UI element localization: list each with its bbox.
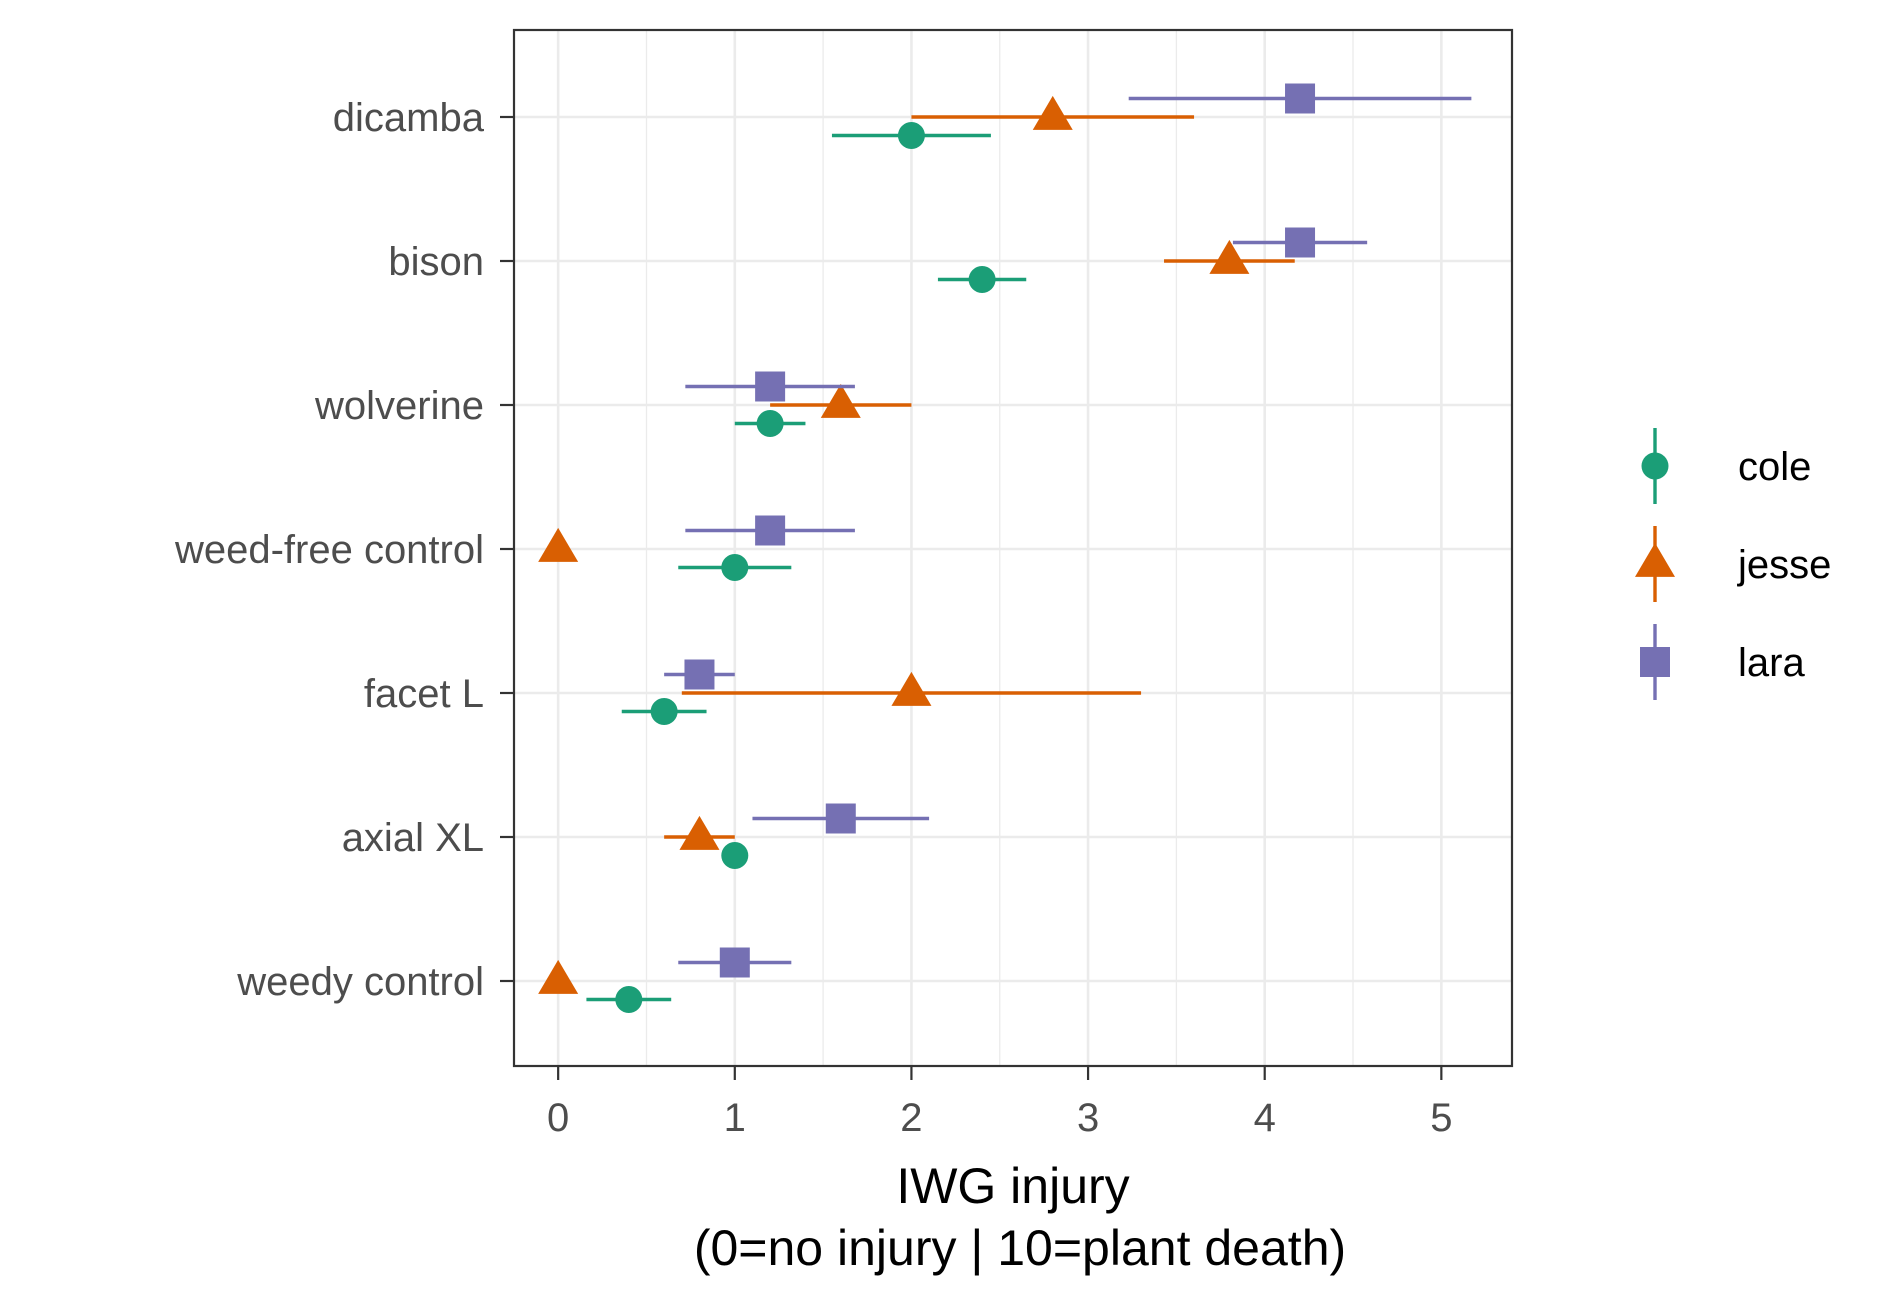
point-jesse (1032, 95, 1073, 130)
point-cole (721, 842, 749, 869)
legend-label-cole: cole (1738, 445, 1811, 489)
point-lara (684, 659, 715, 690)
point-jesse (1209, 239, 1250, 274)
point-jesse (679, 815, 720, 850)
y-axis: dicamba bison wolverine weed-free control fa… (174, 96, 514, 1004)
point-lara (755, 515, 786, 546)
y-tick-label: dicamba (333, 96, 485, 140)
y-tick-label: bison (388, 240, 484, 284)
legend-key-lara (1640, 624, 1670, 700)
x-tick-label: 4 (1254, 1096, 1276, 1140)
x-axis-title-line-2: (0=no injury | 10=plant death) (694, 1220, 1346, 1276)
x-axis: 0 1 2 3 4 5 (547, 1066, 1452, 1140)
point-jesse (538, 527, 579, 562)
legend-label-lara: lara (1738, 641, 1805, 685)
x-tick-label: 0 (547, 1096, 569, 1140)
point-cole (968, 266, 996, 293)
y-tick-label: facet L (364, 672, 484, 716)
legend-key-glyph (1641, 452, 1669, 480)
legend-key-glyph (1635, 542, 1675, 577)
legend-key-jesse (1635, 526, 1675, 602)
legend-key-glyph (1640, 647, 1670, 677)
legend-label-jesse: jesse (1737, 543, 1831, 587)
y-tick-label: axial XL (342, 816, 484, 860)
series-cole (586, 122, 1027, 1013)
x-tick-label: 2 (900, 1096, 922, 1140)
point-cole (897, 122, 925, 149)
x-axis-title-line-1: IWG injury (896, 1158, 1129, 1214)
series-jesse (538, 95, 1295, 994)
point-cole (615, 986, 643, 1013)
point-jesse (538, 959, 579, 994)
point-lara (825, 803, 856, 834)
point-lara (755, 371, 786, 402)
legend-key-cole (1641, 428, 1669, 504)
point-lara (1285, 83, 1316, 114)
point-lara (1285, 227, 1316, 258)
y-tick-label: weed-free control (174, 528, 484, 572)
y-tick-label: wolverine (314, 384, 484, 428)
y-tick-label: weedy control (236, 960, 484, 1004)
point-cole (756, 410, 784, 437)
point-lara (719, 947, 750, 978)
x-tick-label: 5 (1430, 1096, 1452, 1140)
point-cole (650, 698, 678, 725)
x-tick-label: 1 (724, 1096, 746, 1140)
data-marks (538, 83, 1472, 1013)
legend: cole jesse lara (1635, 428, 1831, 700)
point-cole (721, 554, 749, 581)
plot-panel (512, 28, 1514, 1068)
x-tick-label: 3 (1077, 1096, 1099, 1140)
point-jesse (820, 383, 861, 418)
point-jesse (891, 671, 932, 706)
series-lara (664, 83, 1472, 978)
